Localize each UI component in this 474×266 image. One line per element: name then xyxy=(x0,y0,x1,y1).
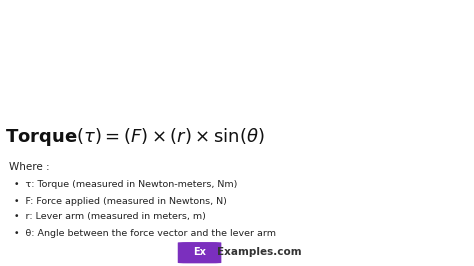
FancyBboxPatch shape xyxy=(178,242,221,263)
Text: •  F: Force applied (measured in Newtons, N): • F: Force applied (measured in Newtons,… xyxy=(14,197,227,206)
Text: •  τ: Torque (measured in Newton-meters, Nm): • τ: Torque (measured in Newton-meters, … xyxy=(14,180,237,189)
Text: $\mathbf{Torque}(\tau) = (F) \times (r) \times \sin(\theta)$: $\mathbf{Torque}(\tau) = (F) \times (r) … xyxy=(5,126,264,148)
Text: Ex: Ex xyxy=(193,247,206,257)
Text: Introduction to Torque: Introduction to Torque xyxy=(96,21,378,41)
Text: Examples.com: Examples.com xyxy=(217,247,302,257)
Text: Torque is a measure of the rotational force applied to an
object. It causes an o: Torque is a measure of the rotational fo… xyxy=(85,63,389,101)
Text: Where :: Where : xyxy=(9,162,50,172)
Text: •  θ: Angle between the force vector and the lever arm: • θ: Angle between the force vector and … xyxy=(14,228,276,238)
Text: •  r: Lever arm (measured in meters, m): • r: Lever arm (measured in meters, m) xyxy=(14,212,206,221)
